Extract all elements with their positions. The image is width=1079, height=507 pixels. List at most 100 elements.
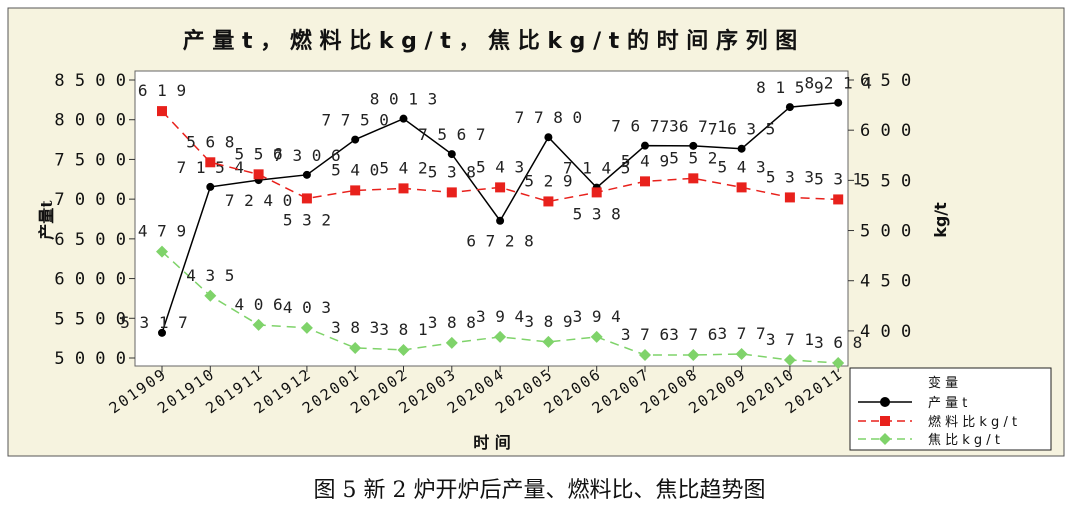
data-label-fuel-ratio: 5 3 2 [283, 210, 331, 229]
point-fuel-ratio [495, 182, 506, 193]
y-tick-label-left: 7 5 0 0 [54, 150, 126, 170]
data-label-coke-ratio: 3 7 1 [766, 330, 814, 349]
point-coke-ratio [494, 330, 507, 343]
point-fuel-ratio [784, 192, 795, 203]
data-label-coke-ratio: 3 8 8 [428, 313, 476, 332]
point-output [544, 133, 553, 142]
data-label-fuel-ratio: 5 3 8 [428, 162, 476, 181]
data-label-output: 7 2 4 0 [225, 191, 292, 210]
point-fuel-ratio [591, 187, 602, 198]
y-axis-label-right: kg/t [931, 202, 950, 238]
data-label-coke-ratio: 4 7 9 [138, 222, 186, 241]
y-tick-label-left: 8 0 0 0 [54, 111, 126, 131]
data-label-coke-ratio: 3 8 9 [524, 312, 572, 331]
point-fuel-ratio [640, 176, 650, 187]
point-output [689, 141, 698, 150]
point-fuel-ratio [398, 183, 409, 194]
legend-label-coke-ratio: 焦 比 k g / t [928, 433, 1000, 448]
point-coke-ratio [349, 341, 362, 354]
point-coke-ratio [639, 348, 651, 361]
point-output [447, 150, 456, 159]
point-output [785, 103, 794, 112]
data-label-coke-ratio: 4 0 3 [283, 298, 331, 317]
point-output [158, 328, 166, 337]
data-label-output: 5 3 1 7 [120, 313, 187, 332]
data-label-output: 7 6 7 3 [611, 117, 678, 136]
data-label-fuel-ratio: 5 4 3 [718, 157, 766, 176]
data-label-fuel-ratio: 5 5 2 [669, 148, 717, 167]
point-fuel-ratio [253, 169, 264, 180]
point-fuel-ratio [350, 185, 361, 196]
legend: 变 量 产 量 t 燃 料 比 k g / t 焦 比 k g / t [849, 367, 1052, 451]
data-label-output: 7 1 4 5 [563, 159, 630, 178]
data-label-coke-ratio: 3 9 4 [573, 307, 621, 326]
data-label-fuel-ratio: 5 5 6 [235, 144, 283, 163]
point-output [641, 141, 649, 150]
plot-area [134, 70, 849, 367]
y-tick-label-left: 6 5 0 0 [54, 230, 126, 250]
y-axis-label-left: 产量t [37, 200, 56, 240]
data-label-output: 7 7 8 0 [515, 108, 582, 127]
point-coke-ratio [204, 289, 217, 302]
point-output [302, 170, 311, 179]
y-tick-label-right: 6 0 0 [860, 121, 911, 141]
legend-marker-fuel-ratio [880, 416, 890, 426]
data-label-output: 7 5 6 7 [418, 125, 485, 144]
y-tick-label-left: 6 0 0 0 [54, 270, 126, 290]
legend-marker-output [880, 397, 890, 407]
point-fuel-ratio [446, 187, 457, 198]
point-output [399, 114, 408, 123]
y-tick-label-right: 4 5 0 [860, 272, 911, 292]
point-output [834, 98, 843, 107]
point-coke-ratio [542, 335, 555, 348]
data-label-fuel-ratio: 5 3 8 [573, 204, 621, 223]
legend-title: 变 量 [928, 375, 958, 391]
data-label-output: 6 7 2 8 [466, 232, 533, 251]
point-fuel-ratio [301, 193, 312, 204]
y-tick-label-left: 5 5 0 0 [54, 309, 126, 329]
data-label-fuel-ratio: 6 1 9 [138, 81, 186, 100]
point-coke-ratio [445, 336, 458, 349]
point-coke-ratio [783, 353, 796, 366]
data-label-output: 7 7 5 0 [321, 111, 388, 130]
y-tick-label-left: 5 0 0 0 [54, 349, 126, 369]
data-label-output: 8 0 1 3 [370, 90, 437, 109]
y-tick-label-right: 5 5 0 [860, 171, 911, 191]
point-fuel-ratio [736, 182, 747, 193]
point-output [206, 182, 215, 191]
data-label-output: 7 6 3 5 [708, 120, 775, 139]
data-label-fuel-ratio: 5 6 8 [186, 132, 234, 151]
x-axis-label: 时 间 [473, 433, 511, 452]
data-label-fuel-ratio: 5 3 1 [814, 169, 862, 188]
data-label-coke-ratio: 3 7 6 [621, 325, 669, 344]
point-coke-ratio [687, 348, 700, 361]
y-tick-label-right: 6 5 0 [860, 71, 911, 91]
point-coke-ratio [252, 318, 265, 331]
data-label-output: 8 1 5 9 [756, 78, 823, 97]
data-label-fuel-ratio: 5 4 9 [621, 151, 669, 170]
point-fuel-ratio [157, 106, 167, 117]
y-tick-label-left: 8 5 0 0 [54, 71, 126, 91]
legend-label-fuel-ratio: 燃 料 比 k g / t [928, 414, 1017, 430]
data-label-coke-ratio: 3 8 1 [379, 320, 427, 339]
point-fuel-ratio [543, 196, 554, 207]
point-coke-ratio [832, 357, 845, 370]
figure-caption: 图 5 新 2 炉开炉后产量、燃料比、焦比趋势图 [313, 478, 766, 503]
point-fuel-ratio [833, 194, 844, 205]
data-label-coke-ratio: 4 0 6 [235, 295, 283, 314]
data-label-output: 7 6 7 1 [660, 117, 727, 136]
data-label-fuel-ratio: 5 4 3 [476, 157, 524, 176]
point-coke-ratio [590, 330, 603, 343]
data-label-output: 7 3 0 6 [273, 146, 340, 165]
point-fuel-ratio [205, 157, 216, 168]
point-output [737, 144, 746, 153]
data-label-coke-ratio: 3 7 7 [718, 324, 766, 343]
point-output [351, 135, 360, 144]
data-label-coke-ratio: 3 6 8 [814, 333, 862, 352]
point-output [496, 216, 505, 225]
point-coke-ratio [300, 321, 313, 334]
point-coke-ratio [397, 343, 410, 356]
data-label-coke-ratio: 4 3 5 [186, 266, 234, 285]
y-tick-label-right: 4 0 0 [860, 322, 911, 342]
